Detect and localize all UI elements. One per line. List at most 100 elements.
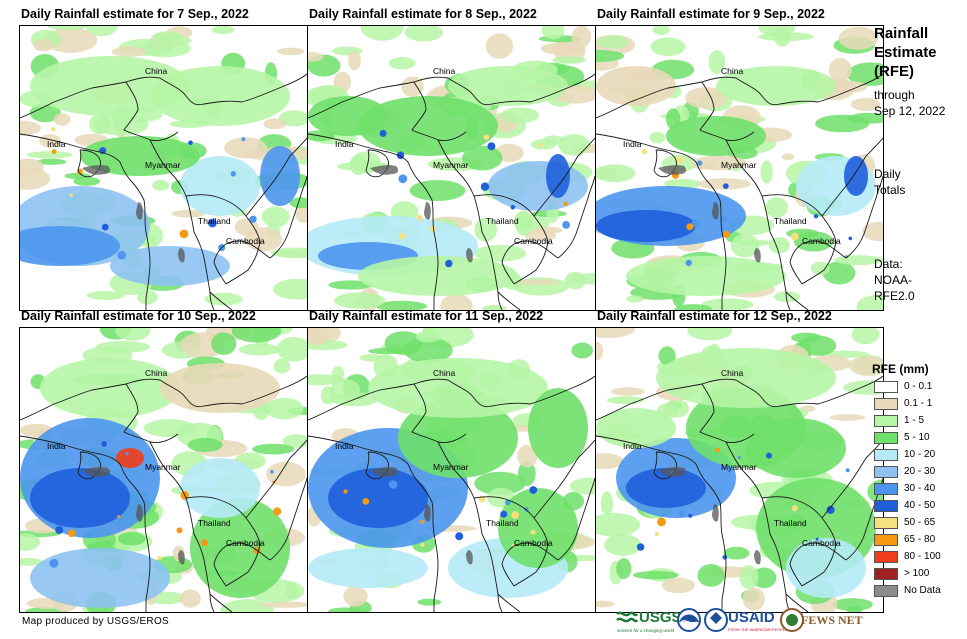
sidebar-title: Rainfall Estimate (RFE) [874, 24, 937, 81]
rain-patch [415, 330, 442, 343]
rain-patch [308, 52, 324, 62]
daily-text: Daily [874, 167, 901, 181]
rain-cell [117, 515, 121, 519]
rain-patch [661, 577, 695, 594]
map-graphic [308, 328, 595, 612]
rain-patch [47, 26, 87, 31]
rain-patch [270, 247, 307, 259]
bangladesh-delta [370, 467, 399, 477]
sidebar-data-source: Data: NOAA- RFE2.0 [874, 256, 915, 304]
rain-patch [95, 341, 151, 353]
rain-patch [773, 291, 801, 303]
panel-day-6: Daily Rainfall estimate for 12 Sep., 202… [595, 309, 884, 619]
rain-patch [558, 134, 590, 156]
rain-patch [758, 26, 796, 37]
country-borders [596, 73, 883, 310]
label-india: India [623, 441, 642, 451]
rainfall-field [308, 26, 595, 310]
rain-cell [654, 531, 660, 537]
himalaya-border [411, 81, 467, 141]
rain-patch [810, 261, 830, 275]
myanmar-coast [695, 463, 727, 612]
legend-swatch [874, 432, 898, 444]
fewsnet-logo: FEWS NET [780, 608, 863, 632]
rain-patch [850, 97, 881, 111]
rain-patch [282, 434, 307, 448]
rainfall-field [308, 328, 595, 612]
rain-cell [273, 507, 282, 516]
rain-patch [401, 76, 424, 97]
rain-patch [375, 300, 427, 310]
legend-item: 0.1 - 1 [872, 397, 962, 414]
rain-patch [474, 217, 497, 242]
usgs-logo: USGS science for a changing world [616, 609, 682, 633]
rain-patch [856, 294, 883, 310]
rain-band [308, 96, 388, 136]
china-border [308, 375, 595, 421]
rain-patch [231, 328, 282, 343]
legend-title: RFE (mm) [872, 362, 929, 376]
china-border [308, 73, 595, 119]
rain-cell [826, 505, 835, 514]
rain-patch [308, 328, 330, 346]
himalaya-border [699, 383, 755, 443]
rain-patch [171, 209, 206, 218]
legend-rows: 0 - 0.1 0.1 - 1 1 - 5 5 - 10 10 - 20 20 - 30 3… [872, 380, 962, 601]
label-china: China [721, 368, 744, 378]
rain-patch [848, 356, 883, 376]
legend-item: 0 - 0.1 [872, 380, 962, 397]
label-cambodia: Cambodia [226, 236, 265, 246]
rain-band [596, 66, 676, 106]
chao-phraya-delta [754, 248, 761, 263]
rain-cell [636, 543, 645, 551]
rain-patch [862, 221, 883, 242]
himalaya-border [123, 81, 179, 141]
rain-patch [86, 291, 125, 300]
rain-patch [348, 50, 361, 71]
label-china: China [433, 66, 456, 76]
thailand-gulf-coast [209, 593, 233, 612]
panel-title: Daily Rainfall estimate for 12 Sep., 202… [597, 309, 832, 323]
legend-item: 80 - 100 [872, 550, 962, 567]
irrawaddy-delta [136, 202, 143, 220]
label-india: India [335, 441, 354, 451]
rain-patch [687, 328, 733, 341]
label-cambodia: Cambodia [226, 538, 265, 548]
rain-cell [101, 223, 109, 231]
rain-patch [273, 358, 291, 374]
rain-cell [49, 558, 59, 568]
rain-patch [334, 292, 386, 309]
irrawaddy-delta [712, 504, 719, 522]
rain-patch [515, 210, 533, 236]
rain-patch [765, 197, 788, 218]
india-north-border [308, 133, 409, 163]
label-thailand: Thailand [486, 518, 519, 528]
legend-swatch [874, 398, 898, 410]
rainfall-field [596, 328, 883, 612]
rain-cell [157, 556, 162, 560]
rain-patch [36, 158, 67, 165]
legend-item: 50 - 65 [872, 516, 962, 533]
panel-title: Daily Rainfall estimate for 9 Sep., 2022 [597, 7, 825, 21]
rain-cell [500, 510, 508, 518]
rain-cell [691, 219, 700, 228]
label-myanmar: Myanmar [721, 462, 757, 472]
rain-patch [26, 151, 73, 159]
thailand-laos-border [473, 496, 549, 587]
usaid-wordmark: USAID [728, 609, 775, 626]
rain-patch [632, 570, 679, 580]
legend-label: 10 - 20 [904, 449, 936, 460]
rain-patch [541, 26, 565, 40]
bangladesh-border [653, 451, 677, 480]
legend-swatch [874, 483, 898, 495]
rain-patch [294, 203, 307, 223]
panel-day-4: Daily Rainfall estimate for 10 Sep., 202… [19, 309, 308, 619]
usaid-seal-icon [710, 612, 722, 624]
rain-band [30, 468, 130, 528]
bangladesh-border [77, 149, 101, 178]
country-borders [596, 375, 883, 612]
rainfall-field [20, 328, 307, 612]
rain-patch [851, 328, 880, 345]
label-india: India [47, 441, 66, 451]
rain-band [260, 146, 300, 206]
